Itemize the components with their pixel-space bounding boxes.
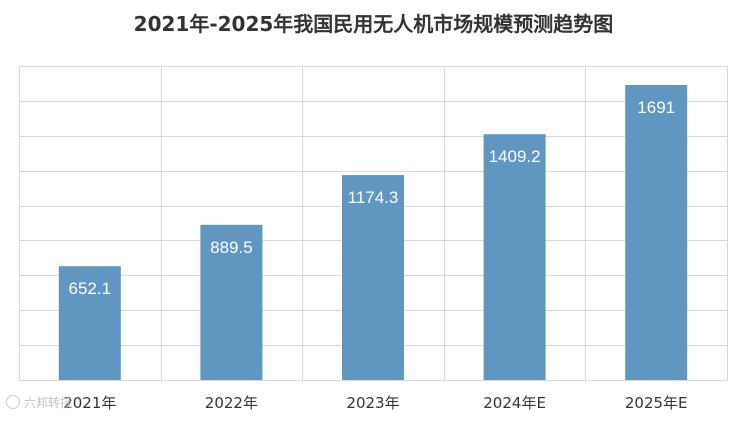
data-label-2: 889.5 — [210, 238, 253, 257]
bar-5 — [625, 85, 688, 380]
data-labels: 652.1 889.5 1174.3 1409.2 1691 — [69, 98, 676, 298]
bar-4 — [483, 134, 546, 380]
bar-3 — [342, 175, 404, 380]
data-label-3: 1174.3 — [348, 188, 399, 207]
watermark-text: 六邦转接 — [24, 396, 73, 410]
x-tick-labels: 2021年 2022年 2023年 2024年E 2025年E — [63, 394, 687, 412]
watermark-logo-icon — [6, 395, 20, 409]
watermark: 六邦转接 — [6, 394, 72, 411]
x-tick-1: 2021年 — [63, 394, 116, 412]
bars — [58, 85, 688, 380]
x-tick-2: 2022年 — [205, 394, 258, 412]
x-tick-5: 2025年E — [625, 394, 688, 412]
x-tick-3: 2023年 — [346, 394, 399, 412]
x-tick-4: 2024年E — [483, 394, 546, 412]
chart-title: 2021年-2025年我国民用无人机市场规模预测趋势图 — [133, 12, 614, 36]
data-label-4: 1409.2 — [489, 147, 541, 166]
bar-1 — [58, 266, 121, 380]
data-label-1: 652.1 — [69, 279, 112, 298]
bar-2 — [200, 224, 263, 380]
data-label-5: 1691 — [637, 98, 675, 117]
gridlines — [19, 66, 728, 381]
